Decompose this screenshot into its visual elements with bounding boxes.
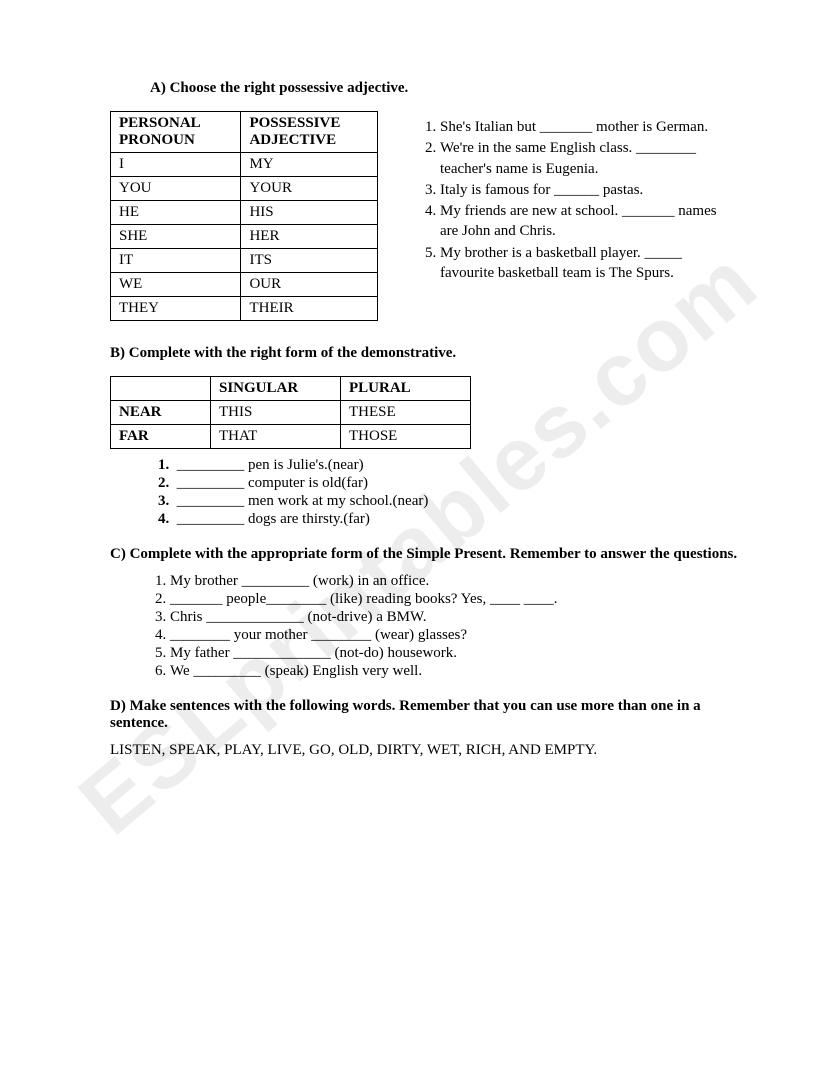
question-item: Italy is famous for ______ pastas. — [440, 180, 738, 200]
table-row: NEAR THIS THESE — [111, 401, 471, 425]
question-item: She's Italian but _______ mother is Germ… — [440, 117, 738, 137]
question-item: _______ people________ (like) reading bo… — [170, 591, 738, 608]
table-header-row: SINGULAR PLURAL — [111, 377, 471, 401]
section-d-words: LISTEN, SPEAK, PLAY, LIVE, GO, OLD, DIRT… — [110, 742, 738, 759]
td-adjective: HIS — [241, 201, 378, 225]
section-c-heading: C) Complete with the appropriate form of… — [110, 546, 738, 563]
th-possessive-adjective: POSSESSIVE ADJECTIVE — [241, 112, 378, 153]
question-text: _________ computer is old(far) — [177, 475, 368, 491]
section-c-questions: My brother _________ (work) in an office… — [110, 573, 738, 680]
section-a-heading: A) Choose the right possessive adjective… — [110, 80, 738, 97]
td-pronoun: SHE — [111, 225, 241, 249]
td-near-label: NEAR — [111, 401, 211, 425]
td-this: THIS — [211, 401, 341, 425]
question-text: _________ pen is Julie's.(near) — [177, 457, 364, 473]
question-item: We're in the same English class. _______… — [440, 138, 738, 179]
td-pronoun: HE — [111, 201, 241, 225]
th-singular: SINGULAR — [211, 377, 341, 401]
table-header-row: PERSONAL PRONOUN POSSESSIVE ADJECTIVE — [111, 112, 378, 153]
table-possessive: PERSONAL PRONOUN POSSESSIVE ADJECTIVE IM… — [110, 111, 378, 321]
table-row: SHEHER — [111, 225, 378, 249]
question-item: 3. _________ men work at my school.(near… — [158, 493, 738, 510]
td-adjective: OUR — [241, 273, 378, 297]
section-a-body: PERSONAL PRONOUN POSSESSIVE ADJECTIVE IM… — [110, 111, 738, 321]
question-text: _________ dogs are thirsty.(far) — [177, 511, 370, 527]
question-item: My brother is a basketball player. _____… — [440, 243, 738, 284]
td-adjective: HER — [241, 225, 378, 249]
question-item: Chris _____________ (not-drive) a BMW. — [170, 609, 738, 626]
td-pronoun: THEY — [111, 297, 241, 321]
td-pronoun: YOU — [111, 177, 241, 201]
section-b-heading: B) Complete with the right form of the d… — [110, 345, 738, 362]
table-row: YOUYOUR — [111, 177, 378, 201]
question-item: 4. _________ dogs are thirsty.(far) — [158, 511, 738, 528]
th-plural: PLURAL — [341, 377, 471, 401]
question-item: My brother _________ (work) in an office… — [170, 573, 738, 590]
td-pronoun: IT — [111, 249, 241, 273]
section-c-questions-wrap: My brother _________ (work) in an office… — [110, 573, 738, 680]
td-far-label: FAR — [111, 425, 211, 449]
table-row: HEHIS — [111, 201, 378, 225]
td-these: THESE — [341, 401, 471, 425]
section-a-questions: She's Italian but _______ mother is Germ… — [418, 117, 738, 284]
question-item: My father _____________ (not-do) housewo… — [170, 645, 738, 662]
question-item: My friends are new at school. _______ na… — [440, 201, 738, 242]
question-item: ________ your mother ________ (wear) gla… — [170, 627, 738, 644]
question-item: We _________ (speak) English very well. — [170, 663, 738, 680]
question-item: 2. _________ computer is old(far) — [158, 475, 738, 492]
question-item: 1. _________ pen is Julie's.(near) — [158, 457, 738, 474]
td-pronoun: I — [111, 153, 241, 177]
table-row: ITITS — [111, 249, 378, 273]
table-row: FAR THAT THOSE — [111, 425, 471, 449]
td-adjective: ITS — [241, 249, 378, 273]
section-b-questions-wrap: 1. _________ pen is Julie's.(near) 2. __… — [110, 457, 738, 528]
section-b-questions: 1. _________ pen is Julie's.(near) 2. __… — [110, 457, 738, 528]
table-demonstrative: SINGULAR PLURAL NEAR THIS THESE FAR THAT… — [110, 376, 471, 449]
table-row: IMY — [111, 153, 378, 177]
td-adjective: YOUR — [241, 177, 378, 201]
table-row: THEYTHEIR — [111, 297, 378, 321]
th-empty — [111, 377, 211, 401]
td-those: THOSE — [341, 425, 471, 449]
section-d-heading: D) Make sentences with the following wor… — [110, 698, 738, 732]
td-adjective: MY — [241, 153, 378, 177]
td-pronoun: WE — [111, 273, 241, 297]
table-row: WEOUR — [111, 273, 378, 297]
watermark-text: ESLprintables.com — [61, 231, 778, 856]
question-text: _________ men work at my school.(near) — [177, 493, 429, 509]
td-that: THAT — [211, 425, 341, 449]
td-adjective: THEIR — [241, 297, 378, 321]
th-personal-pronoun: PERSONAL PRONOUN — [111, 112, 241, 153]
